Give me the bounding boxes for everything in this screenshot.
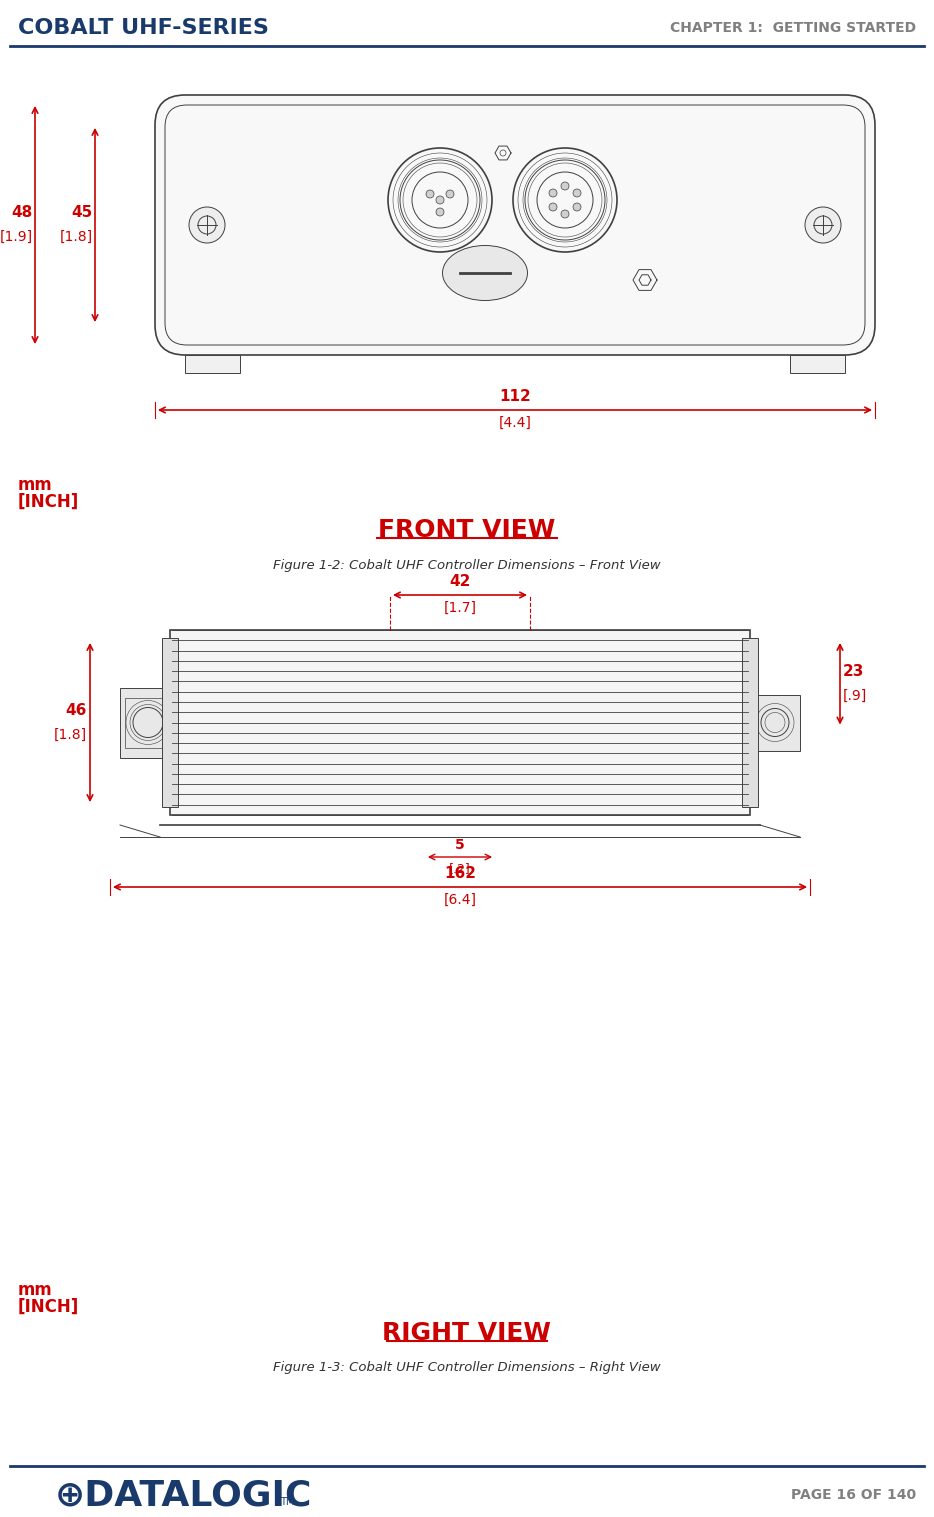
Text: CHAPTER 1:  GETTING STARTED: CHAPTER 1: GETTING STARTED — [670, 21, 916, 35]
Text: 48: 48 — [12, 205, 33, 220]
Text: mm: mm — [18, 1280, 52, 1299]
Text: [1.8]: [1.8] — [60, 231, 93, 244]
Circle shape — [436, 208, 444, 215]
Text: [1.8]: [1.8] — [54, 728, 87, 742]
Text: FRONT VIEW: FRONT VIEW — [378, 517, 556, 542]
Bar — [185, 355, 240, 373]
Text: [INCH]: [INCH] — [18, 493, 79, 511]
Text: mm: mm — [18, 476, 52, 495]
Circle shape — [549, 190, 557, 197]
Text: COBALT UHF-SERIES: COBALT UHF-SERIES — [18, 18, 269, 38]
Text: Figure 1-3: Cobalt UHF Controller Dimensions – Right View: Figure 1-3: Cobalt UHF Controller Dimens… — [273, 1361, 661, 1374]
Text: 112: 112 — [499, 388, 531, 404]
Ellipse shape — [443, 246, 528, 300]
Circle shape — [561, 209, 569, 218]
Text: [4.4]: [4.4] — [499, 416, 531, 429]
Text: Figure 1-2: Cobalt UHF Controller Dimensions – Front View: Figure 1-2: Cobalt UHF Controller Dimens… — [273, 558, 661, 572]
Text: 46: 46 — [65, 702, 87, 718]
Text: 23: 23 — [843, 664, 864, 678]
FancyBboxPatch shape — [155, 96, 875, 355]
Circle shape — [561, 182, 569, 190]
Text: 42: 42 — [449, 573, 471, 589]
Circle shape — [436, 196, 444, 203]
Bar — [120, 687, 175, 757]
Bar — [790, 355, 845, 373]
Bar — [742, 639, 758, 807]
Bar — [745, 695, 800, 751]
Text: [6.4]: [6.4] — [444, 894, 476, 907]
Text: 162: 162 — [444, 866, 476, 881]
Text: [1.7]: [1.7] — [444, 601, 476, 614]
Circle shape — [426, 190, 434, 199]
Bar — [162, 639, 178, 807]
Text: [.2]: [.2] — [449, 862, 471, 875]
Text: PAGE 16 OF 140: PAGE 16 OF 140 — [791, 1488, 916, 1502]
Circle shape — [446, 190, 454, 199]
Circle shape — [189, 206, 225, 243]
Text: [INCH]: [INCH] — [18, 1299, 79, 1317]
Text: [1.9]: [1.9] — [0, 231, 33, 244]
Circle shape — [805, 206, 841, 243]
Text: TM: TM — [280, 1497, 294, 1506]
Circle shape — [549, 203, 557, 211]
Bar — [125, 698, 170, 748]
Text: 5: 5 — [455, 837, 465, 853]
Text: ⊕DATALOGIC: ⊕DATALOGIC — [55, 1478, 312, 1512]
Circle shape — [573, 203, 581, 211]
Text: RIGHT VIEW: RIGHT VIEW — [383, 1321, 551, 1346]
Bar — [170, 630, 750, 815]
Text: [.9]: [.9] — [843, 689, 868, 702]
Circle shape — [573, 190, 581, 197]
Text: 45: 45 — [72, 205, 93, 220]
